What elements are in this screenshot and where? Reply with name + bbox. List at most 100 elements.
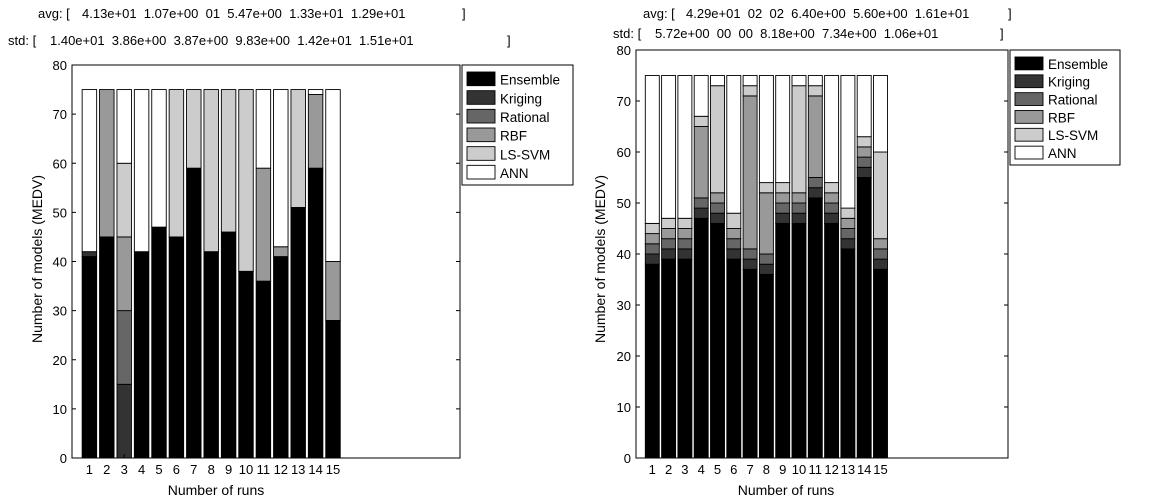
bar-segment-kriging (775, 212, 791, 224)
x-tick-label: 11 (809, 462, 823, 477)
bar-segment-rbf (644, 233, 660, 245)
bar-segment-ann (644, 75, 660, 224)
bar-segment-ensemble (255, 280, 272, 459)
bar-segment-ls-svm (840, 207, 856, 219)
bar-segment-rbf (840, 217, 856, 229)
x-tick-label: 15 (326, 462, 340, 477)
bar-segment-kriging (81, 251, 98, 258)
bar-segment-rational (775, 202, 791, 214)
bar-segment-ls-svm (726, 212, 742, 229)
bar-segment-ensemble (220, 231, 237, 459)
bar-segment-ensemble (273, 256, 289, 459)
bar-segment-ensemble (133, 251, 150, 459)
bar-segment-ls-svm (791, 85, 807, 194)
bar-segment-ensemble (824, 222, 840, 459)
bar-segment-kriging (856, 166, 872, 178)
y-tick-label: 80 (53, 58, 67, 73)
bar-segment-rational (693, 197, 709, 209)
bar-segment-ann (677, 75, 693, 219)
bar-segment-kriging (677, 248, 693, 260)
bar-segment-ls-svm (693, 115, 709, 127)
bar-segment-ensemble (203, 251, 219, 459)
legend-label: LS-SVM (500, 147, 550, 162)
x-tick-label: 3 (681, 462, 688, 477)
bar-segment-ls-svm (775, 182, 791, 194)
bar-segment-ls-svm (238, 89, 254, 272)
x-tick-label: 12 (824, 462, 838, 477)
bar-segment-ensemble (758, 273, 774, 459)
bar-segment-kriging (644, 253, 660, 265)
legend-swatch (466, 108, 496, 124)
bar-segment-kriging (742, 258, 758, 270)
x-tick-label: 7 (746, 462, 753, 477)
bar-segment-ensemble (791, 222, 807, 459)
bar-segment-ensemble (775, 222, 791, 459)
bar-segment-kriging (661, 248, 677, 260)
bar-segment-rbf (873, 238, 888, 250)
x-tick-label: 15 (873, 462, 887, 477)
bar-segment-ls-svm (710, 85, 725, 194)
y-tick-label: 10 (53, 402, 67, 417)
bar-segment-ann (693, 75, 709, 117)
bar-segment-rational (758, 253, 774, 265)
y-tick-label: 30 (617, 298, 631, 313)
x-axis-label: Number of runs (168, 482, 264, 498)
bar-segment-ensemble (186, 167, 202, 459)
x-tick-label: 10 (792, 462, 806, 477)
bar-segment-ls-svm (742, 85, 758, 97)
bar-segment-ls-svm (290, 89, 306, 208)
x-tick-label: 2 (103, 462, 110, 477)
bar-segment-kriging (726, 248, 742, 260)
bar-segment-ann (840, 75, 856, 209)
bar-segment-ensemble (644, 263, 660, 459)
x-tick-label: 5 (155, 462, 162, 477)
bar-segment-kriging (116, 383, 132, 459)
y-tick-label: 10 (617, 400, 631, 415)
x-tick-label: 9 (779, 462, 786, 477)
y-tick-label: 40 (53, 255, 67, 270)
bar-segment-ensemble (677, 258, 693, 459)
bar-segment-ann (856, 75, 872, 138)
bar-segment-ls-svm (220, 89, 237, 233)
bar-segment-ensemble (238, 270, 254, 459)
x-tick-label: 9 (225, 462, 232, 477)
bar-segment-ensemble (726, 258, 742, 459)
legend-swatch (466, 90, 496, 105)
bar-segment-ls-svm (186, 89, 202, 169)
bar-segment-rbf (807, 95, 823, 178)
bar-segment-kriging (824, 212, 840, 224)
bar-segment-ensemble (873, 268, 888, 459)
legend: Ensemble Kriging Rational RBF LS-SVM ANN (461, 64, 574, 186)
legend-swatch (466, 164, 496, 180)
chart-left: avg: [ 4.13e+01 1.07e+00 01 5.47e+00 1.3… (8, 6, 574, 498)
chart-right: avg: [ 4.29e+01 02 02 6.40e+00 5.60e+00 … (592, 6, 1121, 498)
bar-segment-ann (273, 89, 289, 248)
y-tick-label: 80 (617, 43, 631, 58)
bar-segment-ann (133, 89, 150, 253)
bar-segment-ensemble (693, 217, 709, 459)
bar-segment-ensemble (99, 236, 115, 459)
legend-label: Rational (1048, 93, 1098, 108)
bar-segment-ensemble (151, 226, 167, 459)
bar-segment-rbf (273, 246, 289, 258)
y-tick-label: 20 (53, 353, 67, 368)
y-tick-label: 60 (53, 156, 67, 171)
bar-segment-ann (255, 89, 272, 169)
bar-segment-rational (742, 248, 758, 260)
bar-segment-ann (726, 75, 742, 214)
bar-segment-kriging (807, 187, 823, 199)
y-axis-label: Number of models (MEDV) (592, 175, 608, 343)
y-tick-label: 30 (53, 304, 67, 319)
y-tick-label: 50 (53, 205, 67, 220)
stats-avg-close: ] (462, 6, 466, 21)
bar-segment-ls-svm (677, 217, 693, 229)
y-tick-label: 70 (53, 107, 67, 122)
bar-segment-ensemble (307, 167, 324, 459)
legend-label: ANN (1048, 146, 1077, 161)
bar-segment-rbf (307, 94, 324, 169)
bar-segment-ann (151, 89, 167, 228)
bar-segment-rational (661, 238, 677, 250)
